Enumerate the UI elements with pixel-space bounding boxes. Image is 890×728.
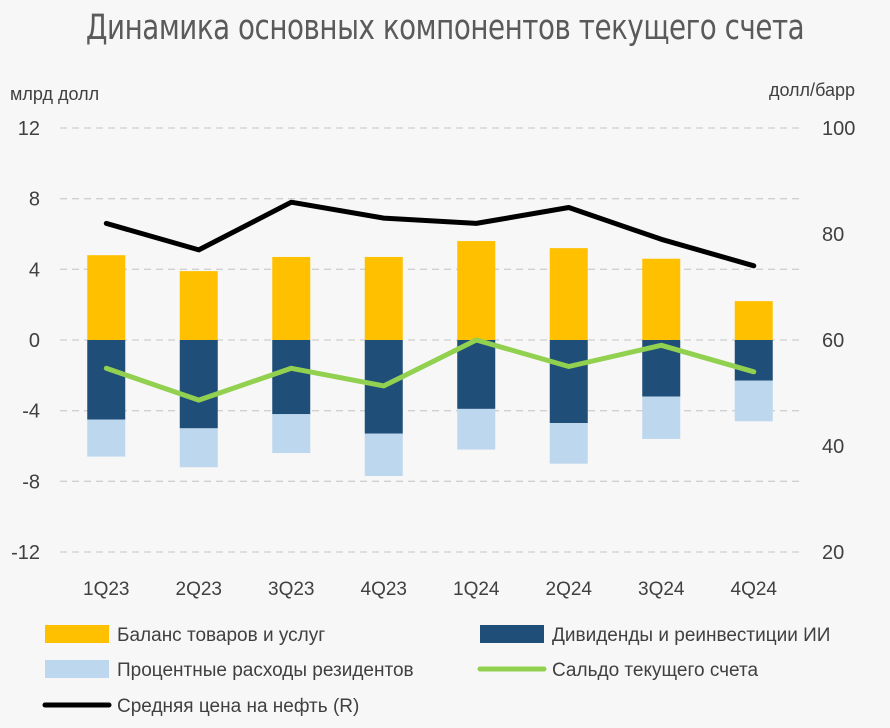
bar — [364, 256, 403, 340]
legend-entry: Сальдо текущего счета — [552, 660, 758, 681]
left-tick-label: -8 — [22, 471, 40, 493]
left-tick-label: 12 — [18, 118, 40, 140]
bar — [549, 423, 588, 464]
right-tick-label: 40 — [822, 436, 844, 458]
category-label: 2Q24 — [546, 579, 593, 600]
category-label: 3Q23 — [268, 579, 314, 600]
category-label: 4Q24 — [731, 579, 778, 600]
legend-swatch — [45, 660, 109, 678]
left-axis-label: млрд долл — [10, 84, 99, 104]
left-tick-label: 8 — [29, 189, 40, 211]
bar — [734, 380, 773, 422]
right-tick-label: 100 — [822, 118, 855, 140]
category-label: 1Q23 — [83, 579, 129, 600]
bar — [87, 419, 126, 457]
legend-swatch — [45, 625, 109, 643]
bar — [734, 340, 773, 381]
bar — [642, 396, 681, 439]
bar — [272, 414, 311, 454]
bar — [364, 433, 403, 477]
right-tick-label: 20 — [822, 542, 844, 564]
legend-entry: Процентные расходы резидентов — [117, 660, 414, 681]
left-tick-label: 4 — [29, 259, 40, 281]
chart-title: Динамика основных компонентов текущего с… — [85, 8, 805, 48]
right-tick-label: 60 — [822, 330, 844, 352]
category-label: 2Q23 — [176, 579, 222, 600]
right-tick-label: 80 — [822, 224, 844, 246]
bar — [549, 248, 588, 340]
category-label: 3Q24 — [638, 579, 685, 600]
legend-entry: Средняя цена на нефть (R) — [117, 696, 359, 717]
series-line — [103, 337, 757, 403]
bar — [549, 340, 588, 424]
category-label: 4Q23 — [361, 579, 407, 600]
bar — [87, 340, 126, 420]
category-label: 1Q24 — [453, 579, 500, 600]
bar — [87, 255, 126, 340]
bar — [179, 428, 218, 468]
legend-entry: Баланс товаров и услуг — [117, 625, 325, 646]
bar — [272, 256, 311, 340]
bar — [457, 340, 496, 409]
bar — [272, 340, 311, 415]
left-tick-label: 0 — [29, 330, 40, 352]
bar — [734, 301, 773, 340]
bar — [642, 258, 681, 340]
legend-swatch — [480, 625, 544, 643]
right-axis-label: долл/барр — [769, 80, 855, 100]
left-tick-label: -4 — [22, 401, 40, 423]
bar — [179, 271, 218, 340]
series-line — [103, 199, 757, 269]
legend-entry: Дивиденды и реинвестиции ИИ — [552, 625, 830, 646]
bar — [179, 340, 218, 429]
bar — [457, 408, 496, 450]
left-tick-label: -12 — [11, 542, 40, 564]
bar — [457, 241, 496, 340]
